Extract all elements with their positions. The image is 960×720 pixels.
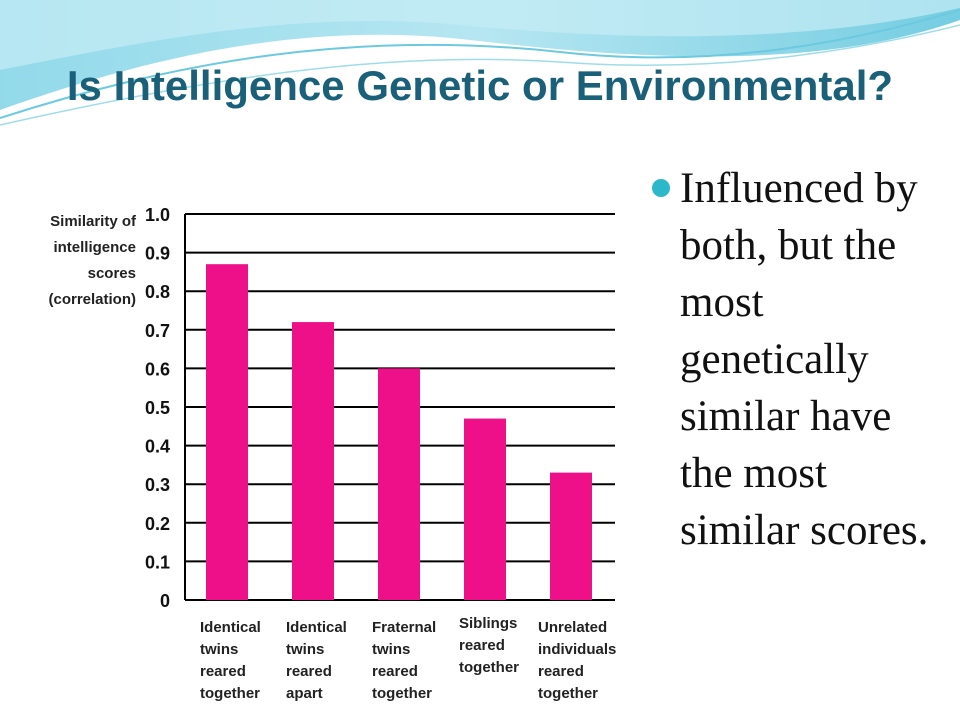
y-axis-ticks: 0 0.1 0.2 0.3 0.4 0.5 0.6 0.7 0.8 0.9 1.0: [145, 205, 170, 611]
category-label: individuals: [538, 641, 616, 658]
y-tick-label: 0.5: [145, 398, 170, 418]
category-label: twins: [286, 641, 324, 658]
category-label: reared: [200, 663, 246, 680]
y-tick-label: 0: [160, 591, 170, 611]
y-tick-label: 1.0: [145, 205, 170, 225]
category-label: together: [459, 659, 519, 676]
y-axis-label-line: intelligence: [53, 239, 136, 256]
category-label: together: [538, 685, 598, 702]
category-label: Unrelated: [538, 619, 607, 636]
bullet-text: Influenced by both, but the most genetic…: [680, 165, 929, 554]
bar: [206, 264, 248, 600]
bar: [464, 418, 506, 600]
category-label: Identical: [200, 619, 261, 636]
y-tick-label: 0.6: [145, 359, 170, 379]
bar: [378, 368, 420, 600]
y-axis-label-line: (correlation): [48, 291, 136, 308]
y-axis-label-line: Similarity of: [50, 213, 137, 230]
category-label: Fraternal: [372, 619, 436, 636]
bar-chart: Similarity of intelligence scores (correlat…: [48, 205, 616, 702]
category-label: reared: [538, 663, 584, 680]
bar: [550, 472, 592, 600]
chart-gridlines: [184, 213, 615, 601]
bullet-list: Influenced by both, but the most genetic…: [652, 160, 952, 559]
y-tick-label: 0.9: [145, 244, 170, 264]
y-tick-label: 0.7: [145, 321, 170, 341]
category-label: twins: [372, 641, 410, 658]
category-label: reared: [286, 663, 332, 680]
category-label: Siblings: [459, 615, 517, 632]
category-label: twins: [200, 641, 238, 658]
category-label: Identical: [286, 619, 347, 636]
category-label: together: [200, 685, 260, 702]
y-tick-label: 0.3: [145, 475, 170, 495]
category-label: reared: [372, 663, 418, 680]
bar: [292, 322, 334, 600]
chart-bars: [206, 264, 592, 600]
y-tick-label: 0.1: [145, 552, 170, 572]
category-label: apart: [286, 685, 323, 702]
category-label: together: [372, 685, 432, 702]
x-axis-categories: Identical twins reared together Identical twi…: [200, 615, 616, 702]
y-tick-label: 0.2: [145, 514, 170, 534]
category-label: reared: [459, 637, 505, 654]
y-tick-label: 0.4: [145, 437, 170, 457]
y-axis-label-line: scores: [88, 265, 136, 282]
slide-title: Is Intelligence Genetic or Environmental…: [66, 62, 894, 109]
y-tick-label: 0.8: [145, 282, 170, 302]
bullet-dot-icon: [652, 179, 670, 197]
y-axis-label: Similarity of intelligence scores (correlat…: [48, 213, 137, 308]
header-wave-decoration: [0, 0, 960, 126]
